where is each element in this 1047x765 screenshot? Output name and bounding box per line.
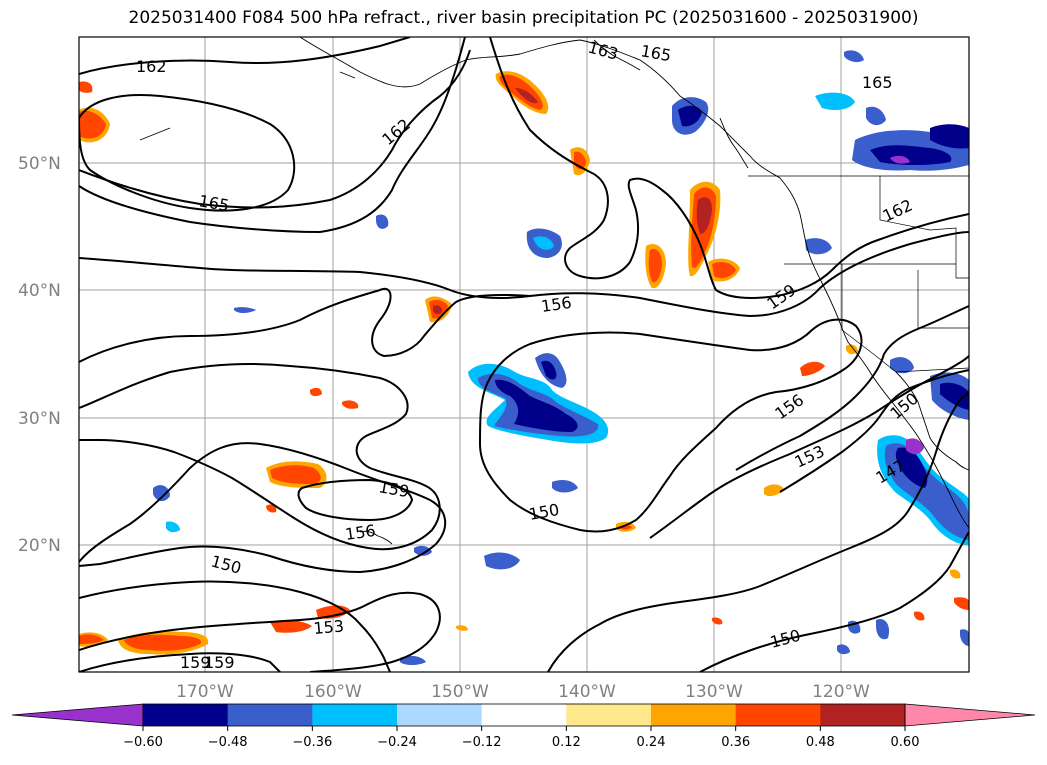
lon-label: 130°W bbox=[685, 682, 743, 702]
colorbar-tick-label: −0.48 bbox=[208, 735, 248, 750]
colorbar-tick-label: 0.60 bbox=[891, 735, 920, 750]
contour-label: 165 bbox=[862, 73, 893, 92]
colorbar-tick-label: −0.12 bbox=[462, 735, 502, 750]
map-frame bbox=[78, 36, 970, 673]
colorbar-tick-label: −0.36 bbox=[292, 735, 332, 750]
colorbar-segment bbox=[312, 704, 398, 726]
colorbar-extend-high bbox=[904, 703, 1036, 727]
contour-label: 153 bbox=[313, 616, 345, 638]
colorbar-tick-label: 0.12 bbox=[552, 735, 581, 750]
longitude-labels: 170°W 160°W 150°W 140°W 130°W 120°W bbox=[176, 682, 870, 702]
lat-label: 40°N bbox=[18, 281, 61, 301]
colorbar-tick-label: 0.36 bbox=[721, 735, 750, 750]
refractivity-contours bbox=[79, 37, 969, 672]
coastlines bbox=[139, 37, 969, 545]
colorbar-segment bbox=[820, 704, 906, 726]
lat-label: 20°N bbox=[18, 536, 61, 556]
colorbar-frame bbox=[142, 703, 906, 727]
contour-label: 159 bbox=[204, 653, 235, 672]
political-borders bbox=[748, 175, 969, 373]
negative-precip-shading bbox=[153, 50, 969, 665]
colorbar-extend-low bbox=[11, 703, 144, 727]
contour-label: 156 bbox=[344, 521, 377, 544]
map-title: 2025031400 F084 500 hPa refract., river … bbox=[128, 8, 919, 28]
colorbar-segment bbox=[735, 704, 821, 726]
colorbar-tick-label: 0.24 bbox=[637, 735, 666, 750]
colorbar-tick-label: 0.48 bbox=[806, 735, 835, 750]
colorbar-segment bbox=[143, 704, 229, 726]
lon-label: 120°W bbox=[812, 682, 870, 702]
colorbar-segment bbox=[651, 704, 737, 726]
colorbar-segment bbox=[397, 704, 483, 726]
lon-label: 150°W bbox=[431, 682, 489, 702]
lon-label: 160°W bbox=[304, 682, 362, 702]
map-background bbox=[79, 37, 969, 672]
colorbar-segment bbox=[227, 704, 313, 726]
lat-label: 30°N bbox=[18, 409, 61, 429]
colorbar bbox=[11, 703, 1036, 727]
lat-label: 50°N bbox=[18, 154, 61, 174]
colorbar-ticks: −0.60 −0.48 −0.36 −0.24 −0.12 0.12 0.24 0.36 0.4… bbox=[123, 726, 919, 750]
colorbar-segment bbox=[481, 704, 567, 726]
lon-label: 140°W bbox=[558, 682, 616, 702]
colorbar-tick-label: −0.60 bbox=[123, 735, 163, 750]
colorbar-tick-label: −0.24 bbox=[377, 735, 417, 750]
lon-label: 170°W bbox=[176, 682, 234, 702]
contour-label: 156 bbox=[540, 293, 573, 316]
contour-label: 159 bbox=[180, 653, 211, 672]
contour-label: 162 bbox=[136, 57, 167, 76]
colorbar-segment bbox=[566, 704, 652, 726]
latitude-labels: 50°N 40°N 30°N 20°N bbox=[18, 154, 61, 556]
